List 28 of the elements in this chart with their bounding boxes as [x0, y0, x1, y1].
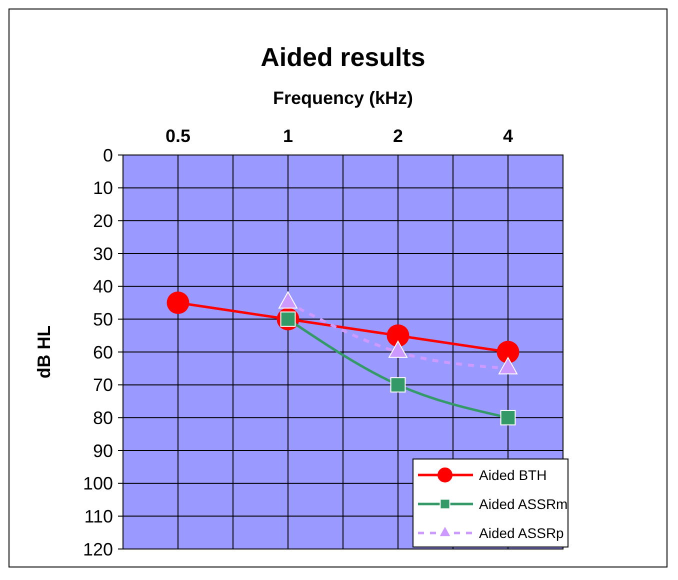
- y-tick-label: 100: [82, 474, 113, 494]
- x-axis-title: Frequency (kHz): [272, 88, 414, 108]
- y-tick-label: 60: [92, 342, 113, 362]
- point: [166, 292, 190, 314]
- x-tick-label: 0.5: [165, 126, 191, 146]
- point: [390, 377, 406, 393]
- y-tick-label: 70: [92, 375, 113, 396]
- y-tick-label: 80: [92, 408, 113, 428]
- y-tick-label: 0: [102, 145, 113, 166]
- legend-label: Aided ASSRp: [479, 524, 564, 541]
- legend-label: Aided BTH: [479, 466, 547, 483]
- point: [386, 324, 410, 347]
- y-tick-label: 110: [84, 506, 113, 526]
- y-tick-label: 10: [92, 178, 113, 198]
- chart-title: Aided results: [260, 42, 426, 72]
- y-axis-title: dB HL: [34, 326, 54, 378]
- x-tick-label: 2: [392, 126, 404, 146]
- y-tick-label: 120: [82, 539, 113, 560]
- y-tick-label: 30: [92, 244, 113, 264]
- legend-label: Aided ASSRm: [479, 496, 568, 512]
- y-tick-label: 40: [92, 276, 113, 297]
- point: [500, 410, 516, 426]
- y-tick-label: 90: [92, 440, 113, 461]
- y-tick-label: 50: [92, 309, 113, 330]
- point: [496, 340, 520, 364]
- x-tick-label: 4: [502, 126, 514, 146]
- x-tick-label: 1: [282, 126, 294, 146]
- y-tick-label: 20: [92, 210, 113, 231]
